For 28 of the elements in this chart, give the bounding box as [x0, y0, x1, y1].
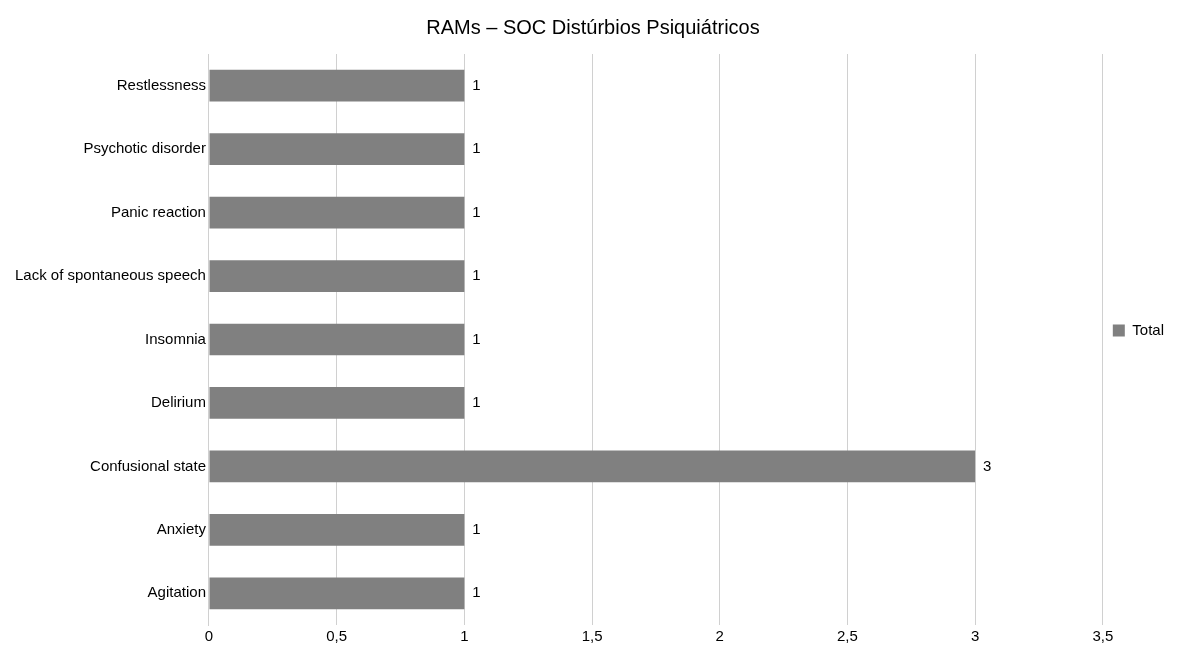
x-tick-label: 2,5 [837, 627, 858, 645]
x-tick-label: 1,5 [581, 627, 603, 645]
data-label: 1 [472, 75, 481, 93]
y-tick-label: Anxiety [156, 519, 207, 537]
x-tick-label: 1 [460, 627, 469, 645]
data-label: 1 [472, 202, 481, 220]
data-label: 1 [472, 266, 481, 284]
y-tick-label: Agitation [147, 583, 206, 601]
x-tick-label: 0,5 [326, 627, 348, 645]
data-label: 1 [472, 139, 481, 157]
x-tick-label: 2 [715, 627, 724, 645]
y-tick-label: Panic reaction [110, 202, 206, 220]
y-tick-label: Restlessness [116, 75, 206, 93]
y-tick-label: Psychotic disorder [83, 139, 206, 157]
data-label: 1 [472, 329, 481, 347]
x-tick-label: 3,5 [1092, 627, 1114, 645]
data-label: 3 [983, 456, 992, 474]
x-tick-label: 3 [970, 627, 980, 645]
y-tick-label: Insomnia [145, 329, 207, 347]
x-tick-label: 0 [204, 627, 214, 645]
data-label: 1 [472, 583, 481, 601]
y-tick-label: Confusional state [90, 456, 206, 474]
legend-label: Total [1132, 320, 1164, 338]
data-label: 1 [472, 393, 481, 411]
chart-title: RAMs – SOC Distúrbios Psiquiátricos [426, 15, 760, 38]
y-tick-label: Delirium [150, 393, 206, 411]
y-tick-label: Lack of spontaneous speech [14, 266, 206, 284]
data-label: 1 [472, 519, 481, 537]
